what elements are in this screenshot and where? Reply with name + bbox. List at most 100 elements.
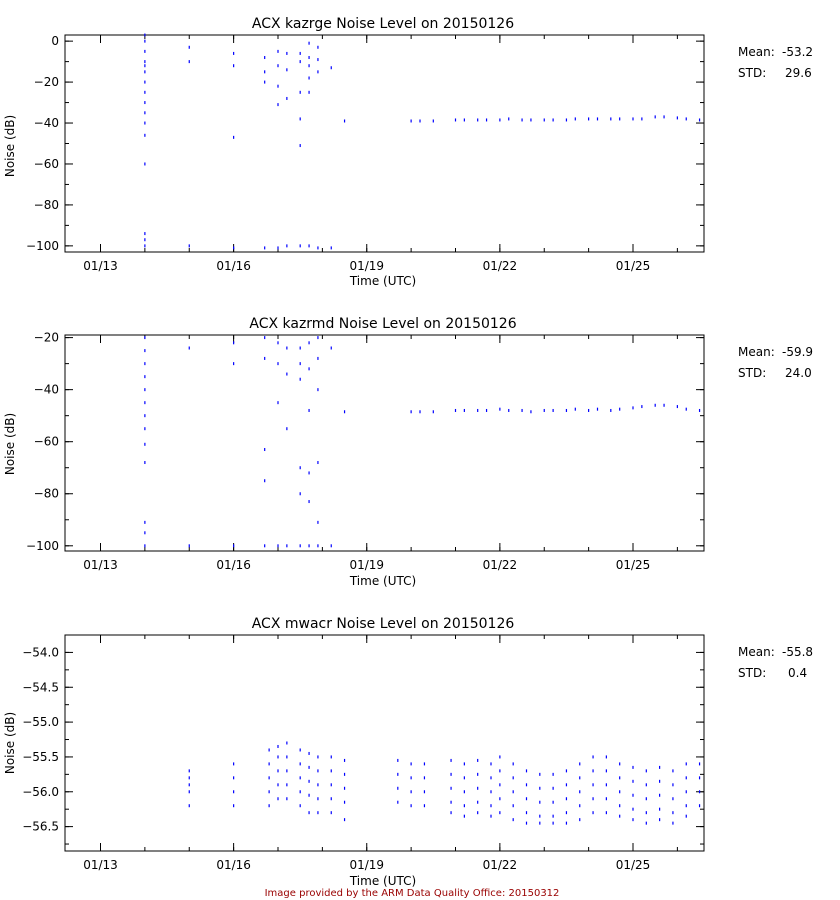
data-point bbox=[299, 362, 301, 366]
data-point bbox=[499, 797, 501, 801]
data-point bbox=[619, 790, 621, 794]
data-point bbox=[574, 117, 576, 121]
data-point bbox=[233, 790, 235, 794]
data-point bbox=[659, 779, 661, 783]
data-point bbox=[330, 66, 332, 70]
y-tick-label: −20 bbox=[34, 331, 59, 345]
data-point bbox=[144, 362, 146, 366]
data-point bbox=[317, 336, 319, 340]
data-point bbox=[343, 786, 346, 790]
data-point bbox=[144, 90, 146, 94]
data-point bbox=[286, 769, 288, 773]
data-point bbox=[490, 804, 492, 808]
data-point bbox=[450, 772, 452, 776]
data-point bbox=[343, 410, 346, 414]
data-point bbox=[565, 783, 568, 787]
data-point bbox=[579, 790, 581, 794]
data-point bbox=[565, 408, 568, 412]
data-point bbox=[490, 814, 492, 818]
data-point bbox=[343, 758, 346, 762]
data-point bbox=[641, 405, 643, 409]
data-point bbox=[286, 544, 288, 548]
data-point bbox=[308, 41, 310, 45]
data-point bbox=[286, 783, 288, 787]
data-point bbox=[499, 811, 501, 815]
data-point bbox=[565, 797, 568, 801]
data-point bbox=[264, 70, 266, 74]
data-point bbox=[477, 772, 479, 776]
data-point bbox=[286, 372, 288, 376]
data-point bbox=[525, 769, 528, 773]
data-point bbox=[579, 804, 581, 808]
data-point bbox=[685, 804, 687, 808]
data-point bbox=[525, 797, 528, 801]
data-point bbox=[477, 811, 479, 815]
data-point bbox=[144, 442, 146, 446]
data-point bbox=[188, 790, 190, 794]
data-point bbox=[188, 60, 190, 64]
data-point bbox=[525, 821, 528, 825]
data-point bbox=[632, 779, 634, 783]
data-point bbox=[592, 755, 594, 759]
data-point bbox=[330, 783, 332, 787]
data-point bbox=[512, 818, 514, 822]
data-point bbox=[330, 346, 332, 350]
x-tick-label: 01/19 bbox=[349, 858, 384, 872]
data-point bbox=[619, 762, 621, 766]
data-point bbox=[286, 741, 288, 745]
data-point bbox=[343, 800, 346, 804]
data-point bbox=[685, 762, 687, 766]
data-point bbox=[588, 408, 590, 412]
data-point bbox=[317, 544, 319, 548]
std-label: STD: bbox=[738, 666, 766, 680]
data-point bbox=[144, 349, 146, 353]
y-tick-label: −40 bbox=[34, 383, 59, 397]
data-point bbox=[672, 821, 674, 825]
data-point bbox=[525, 811, 528, 815]
data-point bbox=[632, 807, 634, 811]
data-point bbox=[308, 793, 310, 797]
mean-label: Mean: bbox=[738, 45, 775, 59]
data-point bbox=[579, 762, 581, 766]
data-point bbox=[308, 779, 310, 783]
data-point bbox=[268, 762, 270, 766]
data-point bbox=[419, 119, 421, 123]
data-point bbox=[530, 410, 532, 414]
data-point bbox=[685, 117, 687, 121]
data-point bbox=[188, 783, 190, 787]
data-point bbox=[299, 762, 301, 766]
y-tick-label: −56.0 bbox=[22, 785, 59, 799]
data-point bbox=[277, 362, 279, 366]
data-point bbox=[645, 811, 647, 815]
data-point bbox=[592, 783, 594, 787]
data-point bbox=[423, 804, 426, 808]
data-point bbox=[485, 118, 488, 122]
x-tick-label: 01/16 bbox=[216, 858, 251, 872]
data-point bbox=[543, 408, 545, 412]
data-point bbox=[410, 410, 412, 414]
data-point bbox=[685, 814, 687, 818]
data-point bbox=[654, 115, 656, 119]
data-point bbox=[264, 479, 266, 483]
y-tick-label: −60 bbox=[34, 435, 59, 449]
y-tick-label: 0 bbox=[51, 34, 59, 48]
data-point bbox=[308, 811, 310, 815]
data-point bbox=[672, 797, 674, 801]
std-value: 24.0 bbox=[785, 366, 812, 380]
data-point bbox=[521, 408, 523, 412]
chart-title: ACX kazrge Noise Level on 20150126 bbox=[252, 16, 514, 32]
data-point bbox=[286, 797, 288, 801]
data-point bbox=[286, 96, 288, 100]
data-point bbox=[277, 246, 279, 250]
y-tick-label: −80 bbox=[34, 198, 59, 212]
data-point bbox=[317, 755, 319, 759]
data-point bbox=[397, 800, 399, 804]
data-point bbox=[499, 118, 501, 122]
data-point bbox=[317, 797, 319, 801]
data-point bbox=[144, 520, 146, 524]
data-point bbox=[286, 51, 288, 55]
data-point bbox=[308, 56, 310, 60]
data-point bbox=[645, 821, 647, 825]
data-point bbox=[676, 405, 678, 409]
x-tick-label: 01/13 bbox=[83, 558, 118, 572]
